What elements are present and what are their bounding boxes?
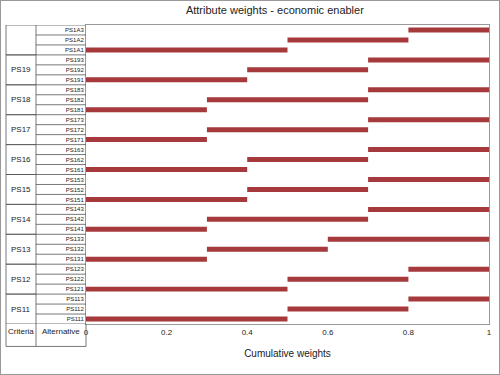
svg-text:0.2: 0.2 xyxy=(161,328,173,337)
svg-text:PS162: PS162 xyxy=(66,157,85,163)
svg-text:PS112: PS112 xyxy=(66,306,84,312)
svg-text:PS182: PS182 xyxy=(66,97,85,103)
svg-text:PS18: PS18 xyxy=(11,95,31,104)
svg-text:PS12: PS12 xyxy=(11,275,31,284)
svg-text:1: 1 xyxy=(487,328,492,337)
svg-text:PS163: PS163 xyxy=(66,147,85,153)
svg-text:0.6: 0.6 xyxy=(322,328,334,337)
svg-text:PS111: PS111 xyxy=(67,316,85,322)
svg-text:PS143: PS143 xyxy=(66,206,85,212)
svg-text:PS171: PS171 xyxy=(66,137,85,143)
svg-text:PS19: PS19 xyxy=(11,65,31,74)
svg-text:PS181: PS181 xyxy=(66,107,85,113)
svg-text:0: 0 xyxy=(84,328,89,337)
svg-text:Cumulative weights: Cumulative weights xyxy=(244,348,331,359)
svg-text:PS1A3: PS1A3 xyxy=(65,27,84,33)
svg-text:PS141: PS141 xyxy=(66,226,85,232)
svg-text:Criteria: Criteria xyxy=(8,327,34,336)
svg-text:PS172: PS172 xyxy=(66,127,85,133)
svg-text:PS152: PS152 xyxy=(66,187,85,193)
svg-text:PS11: PS11 xyxy=(11,305,31,314)
svg-text:PS13: PS13 xyxy=(11,245,31,254)
svg-text:PS122: PS122 xyxy=(66,276,85,282)
svg-text:PS113: PS113 xyxy=(66,296,84,302)
svg-text:PS15: PS15 xyxy=(11,185,31,194)
svg-text:PS173: PS173 xyxy=(66,117,85,123)
svg-text:PS132: PS132 xyxy=(66,246,85,252)
svg-text:0.8: 0.8 xyxy=(403,328,415,337)
svg-text:PS16: PS16 xyxy=(11,155,31,164)
svg-text:PS183: PS183 xyxy=(66,87,85,93)
svg-text:PS14: PS14 xyxy=(11,215,31,224)
svg-text:PS131: PS131 xyxy=(66,256,85,262)
svg-text:PS193: PS193 xyxy=(66,57,85,63)
svg-text:PS121: PS121 xyxy=(66,286,85,292)
svg-text:PS123: PS123 xyxy=(66,266,85,272)
svg-text:PS133: PS133 xyxy=(66,236,85,242)
svg-text:Alternative: Alternative xyxy=(42,327,80,336)
svg-text:PS142: PS142 xyxy=(66,216,85,222)
svg-text:Attribute weights - economic e: Attribute weights - economic enabler xyxy=(186,4,364,16)
svg-text:PS1A2: PS1A2 xyxy=(65,37,84,43)
svg-text:0.4: 0.4 xyxy=(242,328,254,337)
svg-text:PS192: PS192 xyxy=(66,67,85,73)
svg-text:PS1A1: PS1A1 xyxy=(65,47,84,53)
svg-text:PS153: PS153 xyxy=(66,177,85,183)
svg-text:PS151: PS151 xyxy=(66,197,85,203)
svg-text:PS17: PS17 xyxy=(11,125,31,134)
svg-text:PS191: PS191 xyxy=(66,77,85,83)
svg-text:PS161: PS161 xyxy=(66,167,85,173)
